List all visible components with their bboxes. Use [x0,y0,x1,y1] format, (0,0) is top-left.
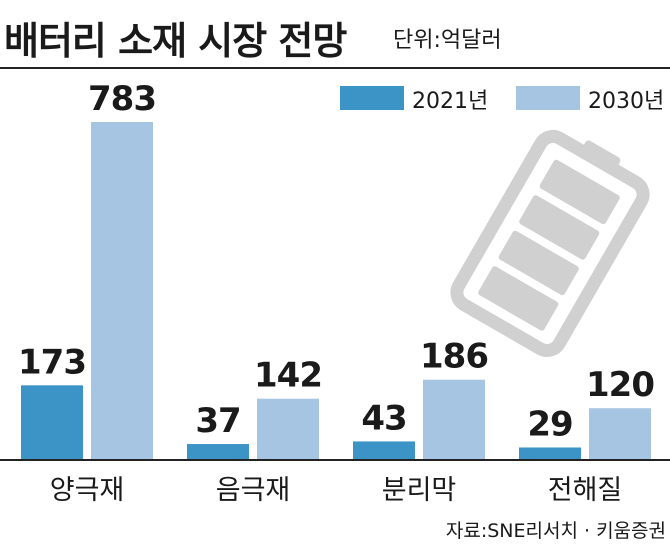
category-label: 전해질 [548,475,623,506]
category-label: 분리막 [382,475,457,506]
category-label: 양극재 [50,475,125,506]
source-note: 자료:SNE리서치 · 키움증권 [445,520,666,542]
title-divider [0,67,670,69]
data-label: 37 [195,401,240,441]
bar-전해질-2030년 [589,408,651,460]
bar-음극재-2021년 [187,444,249,460]
unit-label: 단위:억달러 [393,28,502,53]
data-label: 120 [586,365,654,405]
battery-cell [478,266,559,331]
legend-label-2021: 2021년 [412,89,489,114]
battery-body [450,129,650,357]
legend-label-2030: 2030년 [588,89,665,114]
data-label: 173 [18,342,86,382]
bar-전해질-2021년 [519,447,581,460]
legend-swatch-2030 [516,86,580,110]
chart-title: 배터리 소재 시장 전망 [4,19,347,63]
data-label: 783 [88,79,156,119]
bar-분리막-2021년 [353,441,415,460]
data-label: 43 [361,398,406,438]
chart-header: 배터리 소재 시장 전망 단위:억달러 [0,0,670,70]
category-label: 음극재 [216,475,291,506]
legend-swatch-2021 [340,86,404,110]
data-label: 29 [527,404,572,444]
battery-cell [539,159,620,225]
battery-icon [450,129,650,357]
bar-양극재-2030년 [91,122,153,460]
bar-음극재-2030년 [257,398,319,460]
bar-분리막-2030년 [423,379,485,460]
legend: 2021년 2030년 [0,82,670,114]
bar-양극재-2021년 [21,385,83,460]
data-label: 186 [420,337,488,377]
data-label: 142 [254,356,322,396]
battery-cell [519,195,600,260]
battery-cell [498,230,579,296]
